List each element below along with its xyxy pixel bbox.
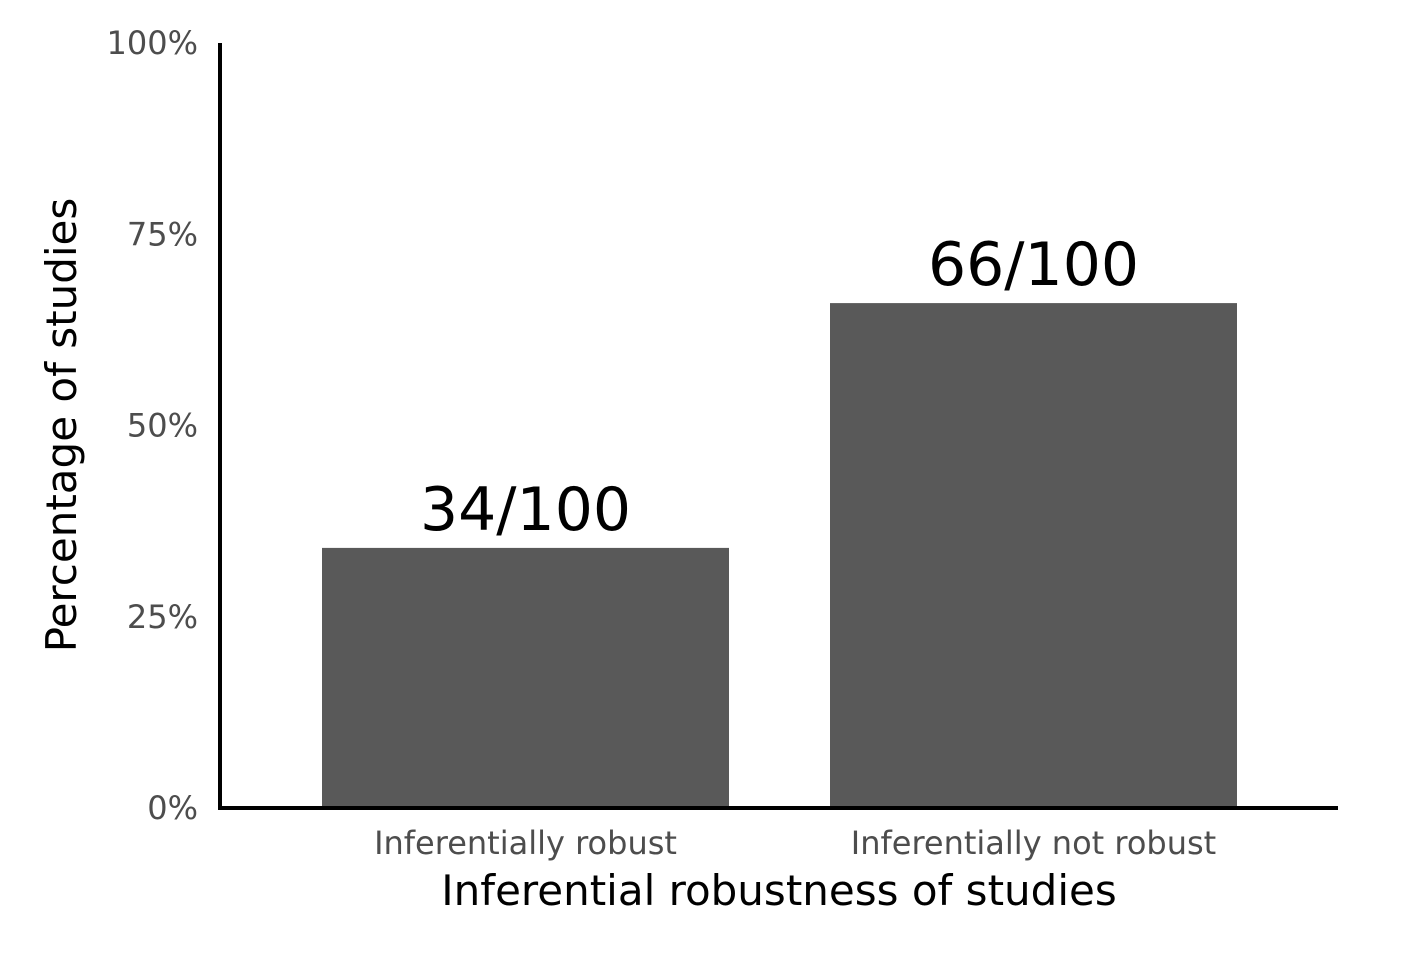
- x-tick-label-1: Inferentially robust: [374, 824, 677, 862]
- y-tick-label-3: 50%: [127, 407, 198, 445]
- y-tick-label-4: 75%: [127, 215, 198, 253]
- data-labels-layer: 34/100 66/100: [420, 230, 1139, 545]
- y-tick-labels: 0% 25% 50% 75% 100%: [107, 24, 198, 827]
- bar-2: [830, 303, 1237, 808]
- bars-layer: [322, 303, 1237, 808]
- y-tick-label-2: 25%: [127, 598, 198, 636]
- y-tick-label-1: 0%: [147, 789, 198, 827]
- x-axis-title: Inferential robustness of studies: [441, 866, 1116, 915]
- x-tick-labels: Inferentially robust Inferentially not ro…: [374, 824, 1216, 862]
- x-tick-label-2: Inferentially not robust: [851, 824, 1216, 862]
- bar-value-label-2: 66/100: [928, 230, 1139, 300]
- bar-value-label-1: 34/100: [420, 475, 631, 545]
- y-tick-label-5: 100%: [107, 24, 198, 62]
- bar-1: [322, 547, 729, 808]
- y-axis-title: Percentage of studies: [37, 198, 86, 652]
